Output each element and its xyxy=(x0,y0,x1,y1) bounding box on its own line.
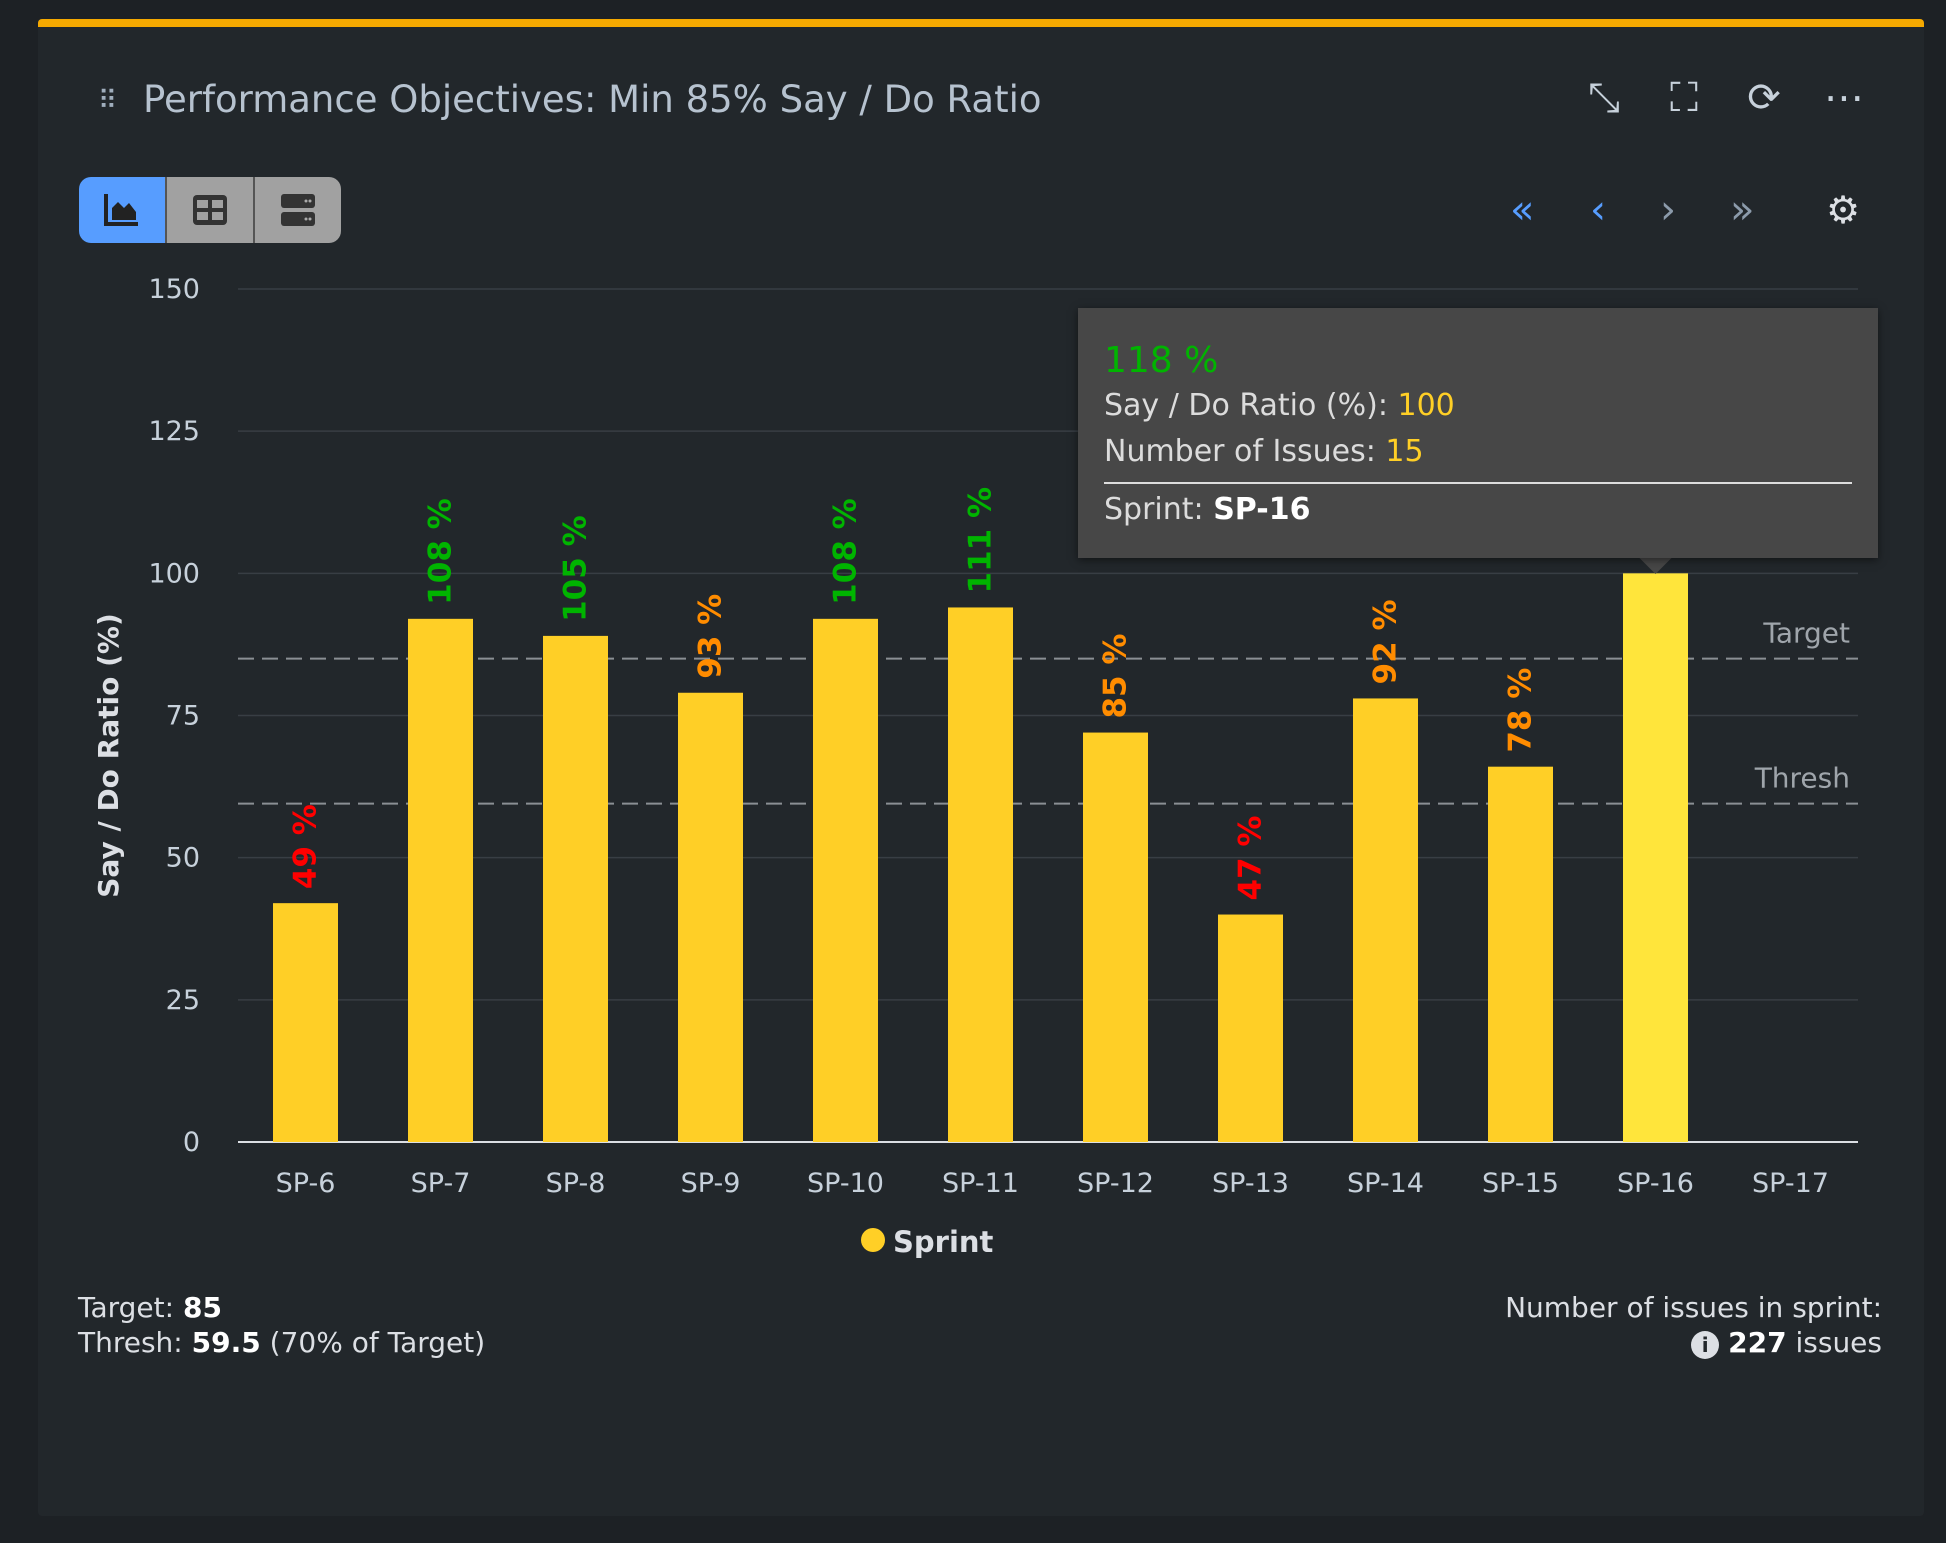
data-label: 92 % xyxy=(1368,599,1404,684)
y-tick-label: 75 xyxy=(166,701,200,732)
data-label: 93 % xyxy=(693,594,729,679)
tooltip-issues-label: Number of Issues: xyxy=(1104,434,1376,469)
settings-icon[interactable]: ⚙ xyxy=(1826,188,1861,232)
y-tick-label: 125 xyxy=(148,416,200,447)
x-tick-label: SP-15 xyxy=(1482,1168,1559,1199)
reference-line-label: Target xyxy=(1762,617,1850,650)
tooltip-pointer xyxy=(1639,558,1672,574)
x-tick-label: SP-17 xyxy=(1752,1168,1829,1199)
area-chart-icon xyxy=(104,194,138,226)
bar[interactable] xyxy=(273,903,338,1142)
x-tick-label: SP-12 xyxy=(1077,1168,1154,1199)
legend-label: Sprint xyxy=(893,1225,994,1259)
target-summary: Target: 85 xyxy=(78,1290,485,1325)
thresh-note: (70% of Target) xyxy=(269,1326,486,1359)
data-label: 85 % xyxy=(1098,634,1134,719)
x-tick-label: SP-14 xyxy=(1347,1168,1424,1199)
tooltip: 118 % Say / Do Ratio (%): 100 Number of … xyxy=(1078,308,1878,558)
thresh-summary: Thresh: 59.5 (70% of Target) xyxy=(78,1325,485,1360)
x-tick-label: SP-9 xyxy=(681,1168,741,1199)
tooltip-ratio: Say / Do Ratio (%): 100 xyxy=(1104,388,1455,423)
thresh-label: Thresh: xyxy=(78,1326,183,1359)
tooltip-ratio-value: 100 xyxy=(1397,388,1455,423)
fullscreen-icon[interactable]: ⛶ xyxy=(1670,75,1698,121)
legend-marker xyxy=(861,1228,885,1252)
data-label: 49 % xyxy=(288,804,324,889)
more-icon[interactable]: ⋯ xyxy=(1824,75,1864,121)
info-icon[interactable]: i xyxy=(1691,1331,1720,1359)
first-page-icon[interactable]: « xyxy=(1510,187,1535,233)
data-label: 105 % xyxy=(558,515,594,622)
target-label: Target: xyxy=(78,1291,175,1324)
bar[interactable] xyxy=(948,607,1013,1142)
grid-icon xyxy=(193,195,227,225)
tooltip-sprint-label: Sprint: xyxy=(1104,492,1204,527)
y-tick-label: 50 xyxy=(166,843,200,874)
tooltip-sprint-value: SP-16 xyxy=(1213,492,1311,527)
next-page-icon[interactable]: › xyxy=(1660,187,1676,233)
tooltip-ratio-label: Say / Do Ratio (%): xyxy=(1104,388,1388,423)
data-label: 108 % xyxy=(423,498,459,605)
tooltip-sprint: Sprint: SP-16 xyxy=(1104,492,1310,527)
data-label: 108 % xyxy=(828,498,864,605)
bar[interactable] xyxy=(1353,698,1418,1142)
data-label: 78 % xyxy=(1503,668,1539,753)
y-tick-label: 25 xyxy=(166,985,200,1016)
tooltip-issues: Number of Issues: 15 xyxy=(1104,434,1424,469)
tooltip-divider xyxy=(1104,482,1852,484)
reference-line-label: Thresh xyxy=(1754,762,1850,795)
x-tick-label: SP-13 xyxy=(1212,1168,1289,1199)
last-page-icon[interactable]: » xyxy=(1730,187,1755,233)
bar[interactable] xyxy=(1218,914,1283,1142)
tooltip-issues-value: 15 xyxy=(1385,434,1424,469)
previous-page-icon[interactable]: ‹ xyxy=(1590,187,1606,233)
bar[interactable] xyxy=(1623,573,1688,1142)
issues-count: 227 xyxy=(1728,1326,1787,1359)
issues-unit: issues xyxy=(1795,1326,1882,1359)
list-view-button[interactable] xyxy=(253,177,341,243)
target-value: 85 xyxy=(182,1291,222,1324)
data-label: 47 % xyxy=(1233,816,1269,901)
footer-right: Number of issues in sprint: i 227 issues xyxy=(1505,1290,1882,1360)
refresh-icon[interactable]: ⟳ xyxy=(1747,75,1781,121)
x-tick-label: SP-8 xyxy=(546,1168,606,1199)
y-tick-label: 100 xyxy=(148,558,200,589)
tooltip-headline: 118 % xyxy=(1104,340,1219,381)
view-toggle xyxy=(79,177,341,243)
footer-left: Target: 85 Thresh: 59.5 (70% of Target) xyxy=(78,1290,485,1360)
y-tick-label: 150 xyxy=(148,274,200,305)
x-tick-label: SP-11 xyxy=(942,1168,1019,1199)
y-tick-label: 0 xyxy=(183,1127,200,1158)
x-tick-label: SP-16 xyxy=(1617,1168,1694,1199)
collapse-icon[interactable]: ⤡ xyxy=(1588,75,1620,121)
bar[interactable] xyxy=(543,635,608,1142)
data-label: 111 % xyxy=(963,487,999,594)
page-title: Performance Objectives: Min 85% Say / Do… xyxy=(143,78,1042,121)
issues-summary: i 227 issues xyxy=(1505,1325,1882,1360)
chart-view-button[interactable] xyxy=(79,177,165,243)
table-view-button[interactable] xyxy=(165,177,253,243)
x-tick-label: SP-10 xyxy=(807,1168,884,1199)
bar[interactable] xyxy=(1083,732,1148,1142)
x-tick-label: SP-7 xyxy=(411,1168,471,1199)
bar[interactable] xyxy=(1488,766,1553,1142)
drag-handle-icon[interactable]: ⠿ xyxy=(98,86,118,116)
y-axis-label: Say / Do Ratio (%) xyxy=(92,613,125,897)
thresh-value: 59.5 xyxy=(191,1326,261,1359)
issues-label: Number of issues in sprint: xyxy=(1505,1291,1882,1324)
bar[interactable] xyxy=(408,618,473,1142)
x-tick-label: SP-6 xyxy=(276,1168,336,1199)
bar[interactable] xyxy=(813,618,878,1142)
bar[interactable] xyxy=(678,692,743,1142)
server-icon xyxy=(281,194,315,226)
